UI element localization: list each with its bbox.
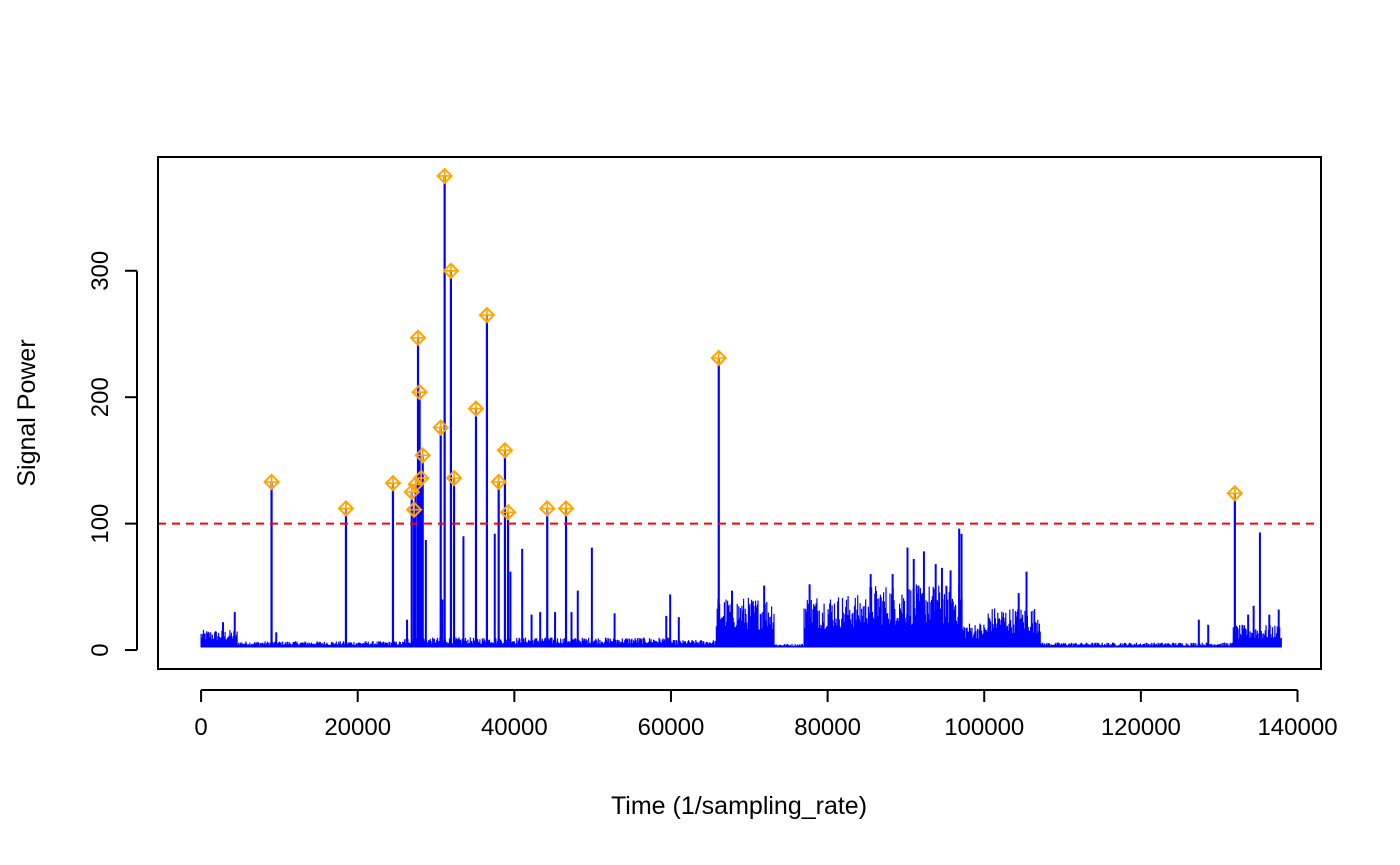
peak-marker	[384, 474, 402, 492]
x-tick-label: 20000	[324, 714, 391, 741]
peak-marker-layer	[263, 167, 1244, 521]
x-tick-label: 60000	[638, 714, 705, 741]
peak-marker	[557, 500, 575, 517]
peak-marker	[405, 501, 423, 519]
peak-marker	[442, 262, 460, 280]
peak-marker	[445, 469, 463, 487]
peak-marker	[263, 473, 280, 491]
series-layer	[200, 175, 1282, 648]
peak-marker	[478, 306, 496, 324]
x-tick-label: 0	[194, 714, 207, 741]
y-axis: 0 100 200 300	[87, 251, 138, 657]
peak-marker	[411, 383, 428, 401]
x-tick-label: 100000	[944, 714, 1024, 741]
peak-marker	[432, 419, 450, 436]
peak-marker	[538, 500, 556, 517]
y-tick-label: 200	[87, 377, 114, 417]
peak-marker	[414, 446, 432, 464]
y-tick-label: 100	[87, 504, 114, 544]
x-axis-title: Time (1/sampling_rate)	[611, 792, 867, 820]
plot-frame	[157, 156, 1322, 670]
peak-marker	[412, 469, 430, 487]
peak-marker	[337, 500, 355, 517]
x-tick-label: 120000	[1101, 714, 1181, 741]
x-tick-label: 140000	[1257, 714, 1337, 741]
x-tick-label: 40000	[481, 714, 548, 741]
peak-marker	[409, 329, 427, 347]
peak-marker	[710, 349, 728, 367]
y-tick-label: 0	[87, 643, 114, 656]
x-tick-label: 80000	[794, 714, 861, 741]
peak-marker	[436, 167, 454, 185]
peak-marker	[1226, 484, 1244, 502]
peak-marker	[490, 473, 508, 491]
y-tick-label: 300	[87, 251, 114, 291]
peak-marker	[467, 400, 485, 417]
y-axis-title: Signal Power	[13, 339, 41, 486]
peak-marker	[499, 503, 517, 521]
peak-marker	[496, 441, 514, 459]
x-axis: 0 20000 40000 60000 80000 100000 120000 140000	[194, 689, 1338, 741]
